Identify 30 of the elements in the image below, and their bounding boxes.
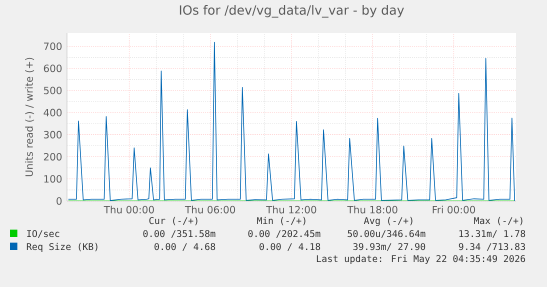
text: Min (-/+) <box>257 216 306 226</box>
y-tick-label: 100 <box>44 175 62 183</box>
text: 0.00 /351.58m <box>143 230 216 238</box>
legend-label: IO/sec <box>27 230 60 238</box>
text: Max (-/+) <box>474 216 522 226</box>
x-tick-label: Thu 00:00 <box>104 206 154 214</box>
y-tick-label: 0 <box>56 197 62 205</box>
y-tick-label: 200 <box>44 153 62 161</box>
x-tick-label: Thu 18:00 <box>347 206 398 214</box>
text: Avg (-/+) <box>364 216 412 226</box>
text: 39.93m/ 27.90 <box>353 243 426 251</box>
y-tick-label: 300 <box>44 130 62 138</box>
x-tick-label: Fri 00:00 <box>432 206 476 214</box>
text: 9.34 /713.83 <box>458 243 526 251</box>
y-tick-label: 500 <box>44 86 62 94</box>
y-tick-label: 400 <box>44 108 62 116</box>
x-tick-label: Thu 12:00 <box>266 206 316 214</box>
x-tick-label: Thu 06:00 <box>184 206 236 214</box>
text: 13.31m/ 1.78 <box>459 230 526 238</box>
y-tick-label: 600 <box>44 64 62 72</box>
text: Cur (-/+) <box>149 216 198 226</box>
chart-title: IOs for /dev/vg_data/lv_var - by day <box>180 5 404 18</box>
y-tick-label: 700 <box>44 42 62 50</box>
text: 0.00 / 4.68 <box>154 243 216 251</box>
y-axis-title: Units read (-) / write (+) <box>25 58 34 176</box>
text: Last update: Fri May 22 04:35:49 2026 <box>316 254 526 264</box>
text: 0.00 / 4.18 <box>260 243 320 251</box>
text: 0.00 /202.45m <box>248 230 320 238</box>
legend-label: Req Size (KB) <box>26 242 98 252</box>
text: 50.00u/346.64m <box>348 230 426 238</box>
